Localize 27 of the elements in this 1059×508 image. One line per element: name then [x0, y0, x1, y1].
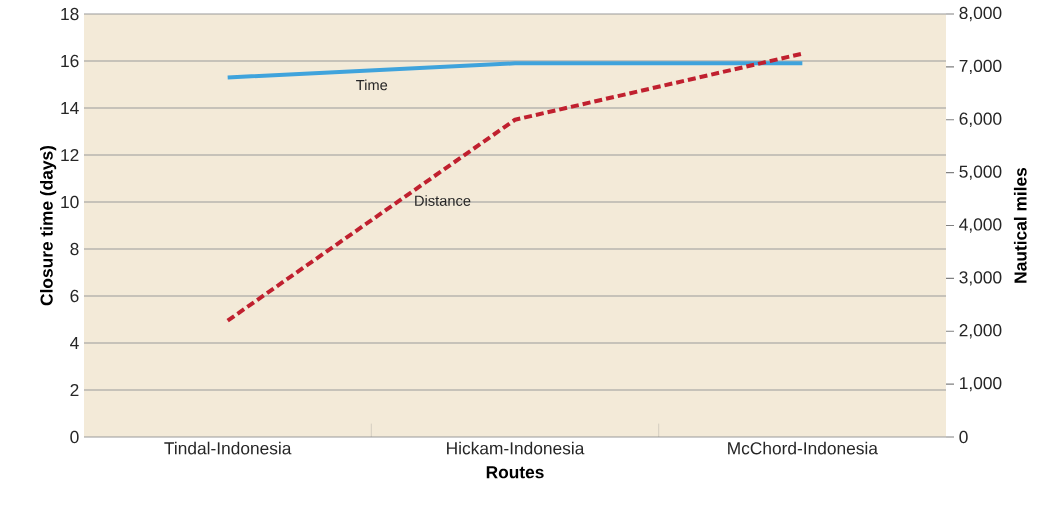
y2-tick-label: 5,000	[959, 165, 1002, 180]
x-tick-label: Hickam-Indonesia	[447, 441, 585, 455]
y2-tick-label: 4,000	[959, 218, 1002, 233]
x-axis-title: Routes	[486, 466, 544, 479]
y2-tick-label: 2,000	[959, 324, 1002, 339]
y-tick-label: 0	[70, 430, 79, 444]
y2-tick-label: 0	[959, 430, 968, 444]
y-tick-label: 2	[70, 383, 79, 397]
x-tick-label: Tindal-Indonesia	[164, 441, 292, 455]
y2-axis-title: Nautical miles	[1013, 167, 1027, 283]
y-tick-label: 8	[70, 242, 79, 256]
series-label: Time	[356, 79, 388, 91]
y-tick-label: 14	[61, 102, 79, 114]
y-tick-label: 18	[61, 7, 79, 21]
y2-tick-label: 7,000	[959, 59, 1002, 75]
y-tick-label: 6	[70, 289, 79, 303]
y2-tick-label: 8,000	[959, 6, 1002, 22]
y-tick-label: 12	[61, 148, 79, 162]
x-tick-label: McChord-Indonesia	[728, 441, 878, 455]
y-tick-label: 16	[61, 54, 79, 68]
y2-tick-label: 3,000	[959, 271, 1002, 286]
y2-tick-label: 6,000	[959, 112, 1002, 127]
series-label: Distance	[415, 195, 471, 206]
y-axis-title: Closure time (days)	[40, 145, 57, 306]
y2-tick-label: 1,000	[960, 376, 1002, 392]
y-tick-label: 4	[70, 337, 79, 349]
y-tick-label: 10	[61, 195, 79, 209]
